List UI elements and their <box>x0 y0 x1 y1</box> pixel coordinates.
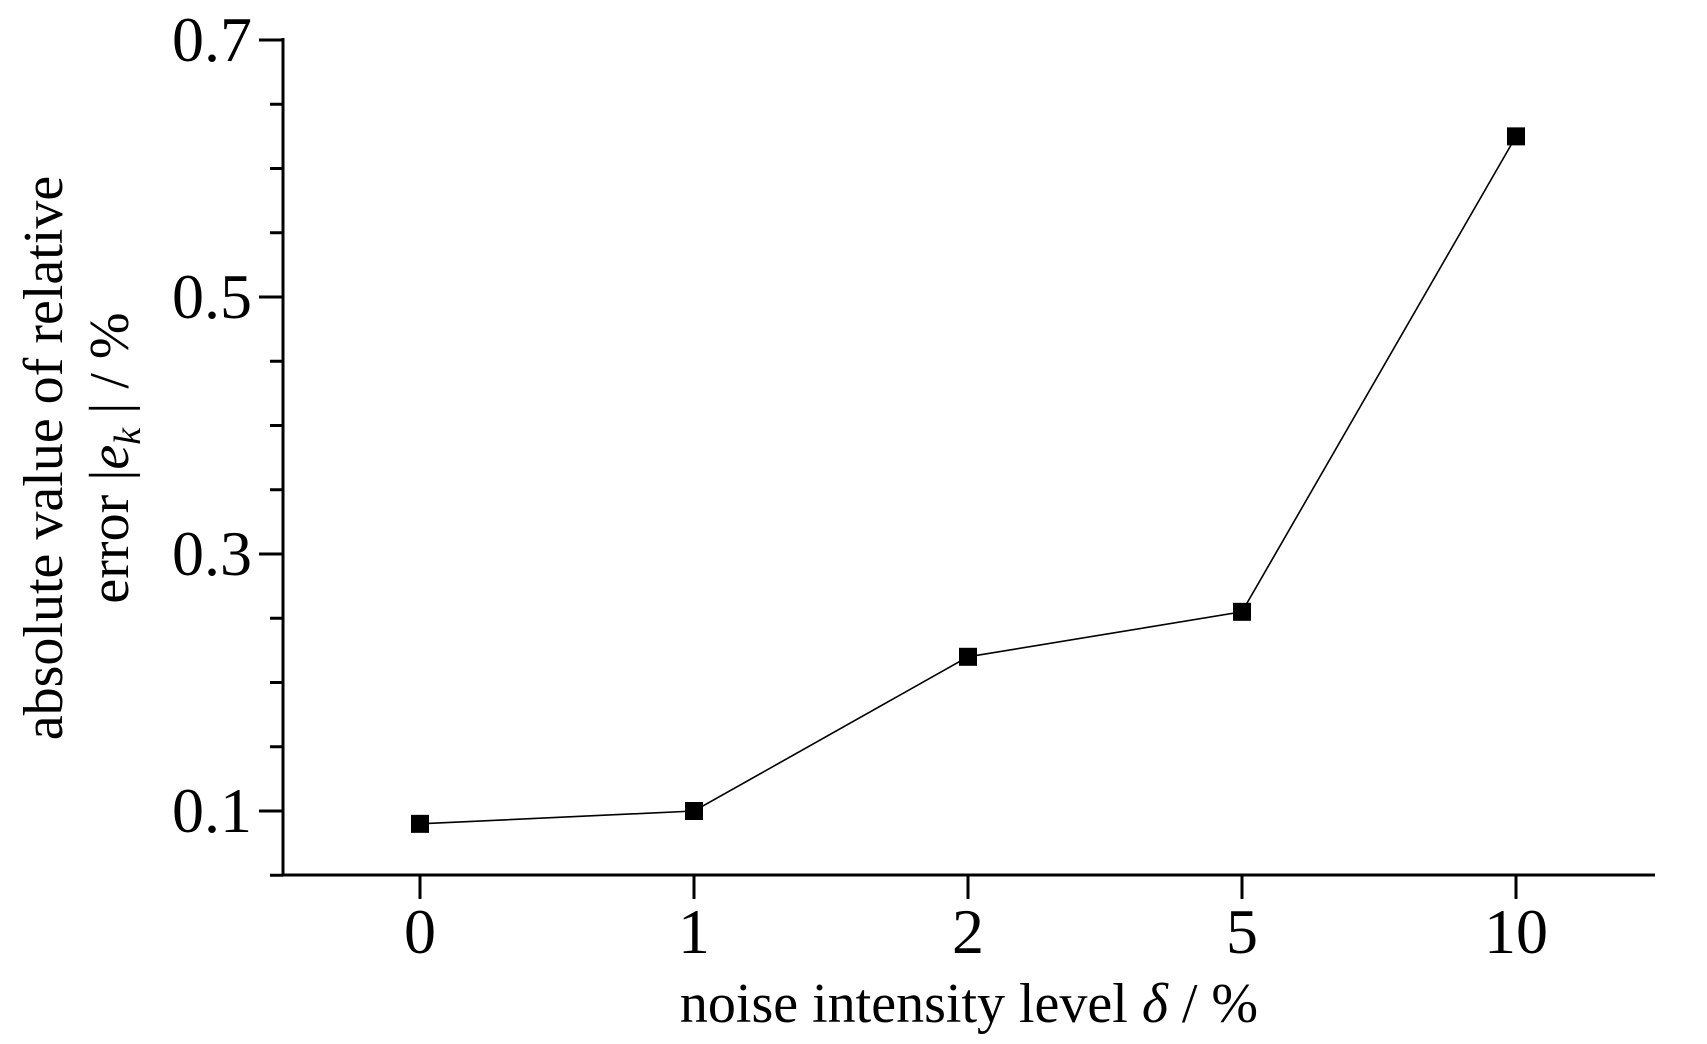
x-tick-label: 10 <box>1484 896 1548 967</box>
y-tick-label: 0.5 <box>172 261 252 332</box>
data-point-marker <box>1507 127 1525 146</box>
y-axis-title: absolute value of relative error |ek | /… <box>13 176 149 740</box>
y-axis-title-line2-prefix: error | <box>79 470 141 604</box>
y-axis-title-line1: absolute value of relative <box>13 176 75 740</box>
y-ticks: 0.1 0.3 0.5 0.7 <box>172 4 283 877</box>
y-axis-title-line2-symbol: e <box>79 445 141 470</box>
data-point-marker <box>1233 602 1251 621</box>
y-axis-title-line2: error |ek | / % <box>79 312 149 603</box>
x-tick-label: 2 <box>952 896 984 967</box>
y-tick-label: 0.7 <box>172 4 252 75</box>
data-point-marker <box>411 814 429 833</box>
x-axis-title-symbol: δ <box>1142 973 1169 1035</box>
data-point-marker <box>959 647 977 666</box>
axes <box>281 38 1655 877</box>
y-tick-label: 0.1 <box>172 775 252 846</box>
y-tick-label: 0.3 <box>172 518 252 589</box>
x-axis-title-suffix: / % <box>1168 973 1258 1035</box>
x-tick-label: 0 <box>404 896 436 967</box>
data-point-marker <box>685 802 703 820</box>
x-tick-label: 1 <box>678 896 710 967</box>
x-axis-title-prefix: noise intensity level <box>680 973 1142 1035</box>
x-ticks: 0 1 2 5 10 <box>404 875 1548 967</box>
y-axis-title-line2-subscript: k <box>107 427 149 445</box>
series-line <box>419 135 1517 825</box>
x-tick-label: 5 <box>1226 896 1258 967</box>
y-axis-title-line2-suffix: | / % <box>79 312 141 427</box>
x-axis-title: noise intensity level δ / % <box>680 973 1258 1035</box>
series-0 <box>411 127 1525 833</box>
